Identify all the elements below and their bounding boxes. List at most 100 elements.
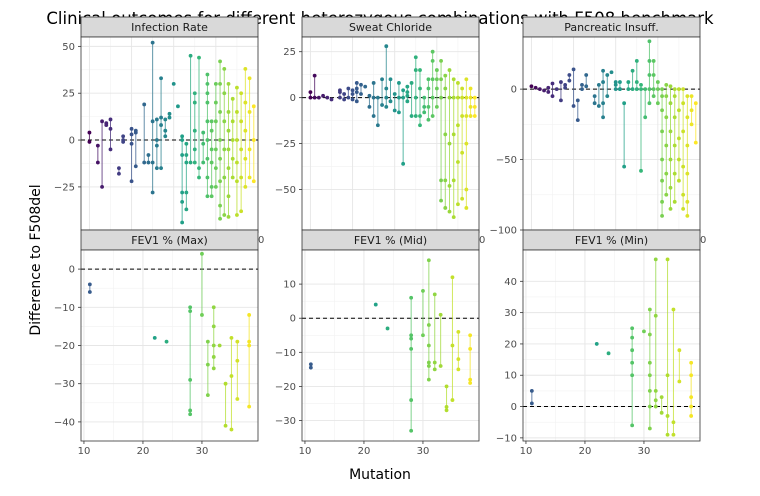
data-point	[630, 360, 635, 365]
data-point	[651, 59, 656, 63]
y-tick-label: −25	[54, 182, 75, 193]
y-tick-label: −10	[275, 348, 296, 359]
data-point	[312, 95, 317, 100]
data-point	[226, 166, 231, 171]
data-point	[426, 86, 431, 91]
data-point	[529, 84, 534, 89]
data-point	[672, 94, 677, 99]
data-point	[426, 258, 431, 263]
data-point	[346, 95, 351, 100]
data-point	[146, 153, 151, 157]
data-point	[647, 373, 652, 378]
data-point	[653, 313, 658, 318]
data-point	[533, 85, 538, 90]
data-point	[226, 214, 231, 219]
data-point	[213, 185, 218, 189]
data-point	[660, 87, 664, 92]
data-point	[444, 408, 449, 413]
data-point	[659, 410, 664, 415]
data-point	[460, 196, 465, 201]
data-point	[129, 141, 134, 146]
data-point	[205, 119, 210, 124]
data-point	[529, 389, 534, 393]
data-point	[142, 160, 147, 165]
data-point	[660, 94, 664, 99]
data-point	[159, 115, 163, 120]
data-point	[163, 134, 168, 139]
data-point	[647, 101, 652, 106]
data-point	[584, 73, 589, 77]
data-point	[430, 58, 435, 63]
data-point	[205, 362, 210, 367]
data-point	[559, 98, 563, 103]
data-point	[359, 82, 363, 87]
data-point	[460, 150, 465, 155]
data-point	[653, 389, 658, 393]
data-point	[235, 213, 239, 217]
data-point	[188, 53, 193, 58]
data-point	[647, 87, 652, 92]
data-point	[647, 307, 652, 312]
data-point	[108, 117, 113, 122]
data-point	[681, 164, 686, 169]
data-point	[584, 84, 589, 89]
data-point	[438, 312, 443, 317]
data-point	[426, 117, 431, 122]
data-point	[154, 143, 159, 148]
data-point	[434, 86, 439, 91]
data-point	[677, 87, 681, 92]
data-point	[217, 343, 222, 348]
data-point	[405, 99, 410, 104]
data-point	[430, 95, 435, 100]
x-tick-label: 30	[638, 446, 651, 457]
data-point	[426, 77, 431, 82]
data-point	[451, 77, 456, 82]
data-point	[213, 81, 218, 86]
data-point	[188, 412, 193, 417]
y-tick-label: 0	[511, 402, 517, 413]
data-point	[226, 128, 231, 133]
data-point	[613, 80, 618, 84]
data-point	[664, 192, 669, 197]
data-point	[450, 275, 455, 280]
data-point	[200, 251, 204, 256]
data-point	[693, 101, 698, 106]
data-point	[439, 95, 443, 100]
data-point	[447, 141, 452, 146]
data-point	[456, 202, 460, 207]
data-point	[133, 130, 138, 135]
y-tick-label: −20	[54, 341, 75, 352]
x-tick-label: 20	[358, 446, 371, 457]
data-point	[247, 343, 252, 348]
data-point	[659, 395, 664, 400]
data-point	[211, 305, 216, 310]
x-tick-label: 20	[579, 446, 592, 457]
data-point	[104, 123, 109, 127]
data-point	[630, 87, 635, 92]
data-point	[681, 87, 686, 92]
data-point	[230, 96, 235, 101]
data-point	[205, 156, 210, 161]
data-point	[430, 114, 435, 118]
data-point	[184, 153, 189, 157]
data-point	[218, 203, 222, 208]
y-axis-label: Difference to F508del	[28, 184, 44, 335]
data-point	[176, 104, 180, 109]
data-point	[447, 68, 452, 72]
data-point	[409, 114, 414, 118]
data-point	[409, 398, 414, 402]
data-point	[213, 100, 218, 105]
data-point	[546, 90, 551, 94]
data-point	[235, 179, 239, 184]
data-point	[668, 129, 673, 134]
data-point	[468, 104, 473, 109]
data-point	[129, 126, 134, 131]
data-point	[689, 404, 694, 409]
data-point	[422, 104, 427, 109]
data-point	[87, 282, 92, 287]
data-point	[601, 101, 605, 106]
data-point	[681, 192, 686, 197]
data-point	[426, 323, 431, 327]
data-point	[142, 102, 147, 107]
data-point	[184, 190, 189, 195]
